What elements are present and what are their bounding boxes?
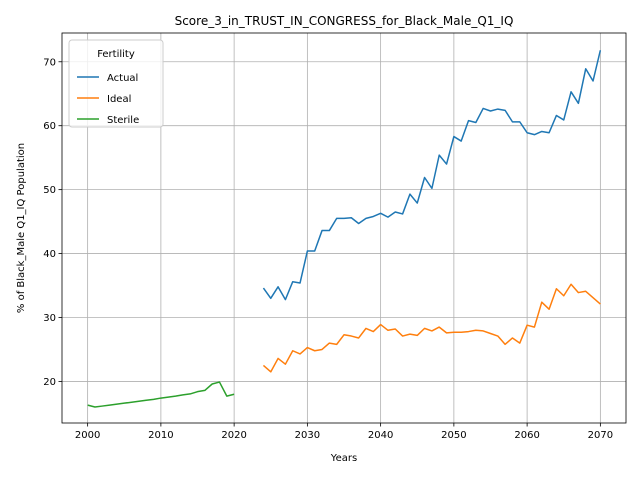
x-tick-label: 2030 (295, 430, 320, 441)
x-tick-label: 2000 (75, 430, 100, 441)
y-axis-label: % of Black_Male Q1_IQ Population (16, 143, 27, 313)
y-tick-label: 40 (43, 249, 56, 260)
chart-title: Score_3_in_TRUST_IN_CONGRESS_for_Black_M… (175, 14, 514, 28)
x-tick-label: 2050 (441, 430, 466, 441)
y-tick-label: 30 (43, 313, 56, 324)
legend-label-ideal: Ideal (107, 94, 131, 105)
x-axis-label: Years (330, 453, 357, 464)
x-tick-label: 2020 (221, 430, 246, 441)
y-tick-label: 60 (43, 121, 56, 132)
y-tick-label: 70 (43, 57, 56, 68)
legend: Fertility Actual Ideal Sterile (69, 40, 163, 127)
legend-label-actual: Actual (107, 73, 138, 84)
y-tick-label: 50 (43, 185, 56, 196)
x-tick-label: 2040 (368, 430, 393, 441)
x-tick-label: 2010 (148, 430, 173, 441)
x-tick-label: 2070 (588, 430, 613, 441)
legend-title: Fertility (97, 49, 135, 60)
legend-label-sterile: Sterile (107, 115, 139, 126)
x-tick-label: 2060 (514, 430, 539, 441)
y-tick-label: 20 (43, 377, 56, 388)
